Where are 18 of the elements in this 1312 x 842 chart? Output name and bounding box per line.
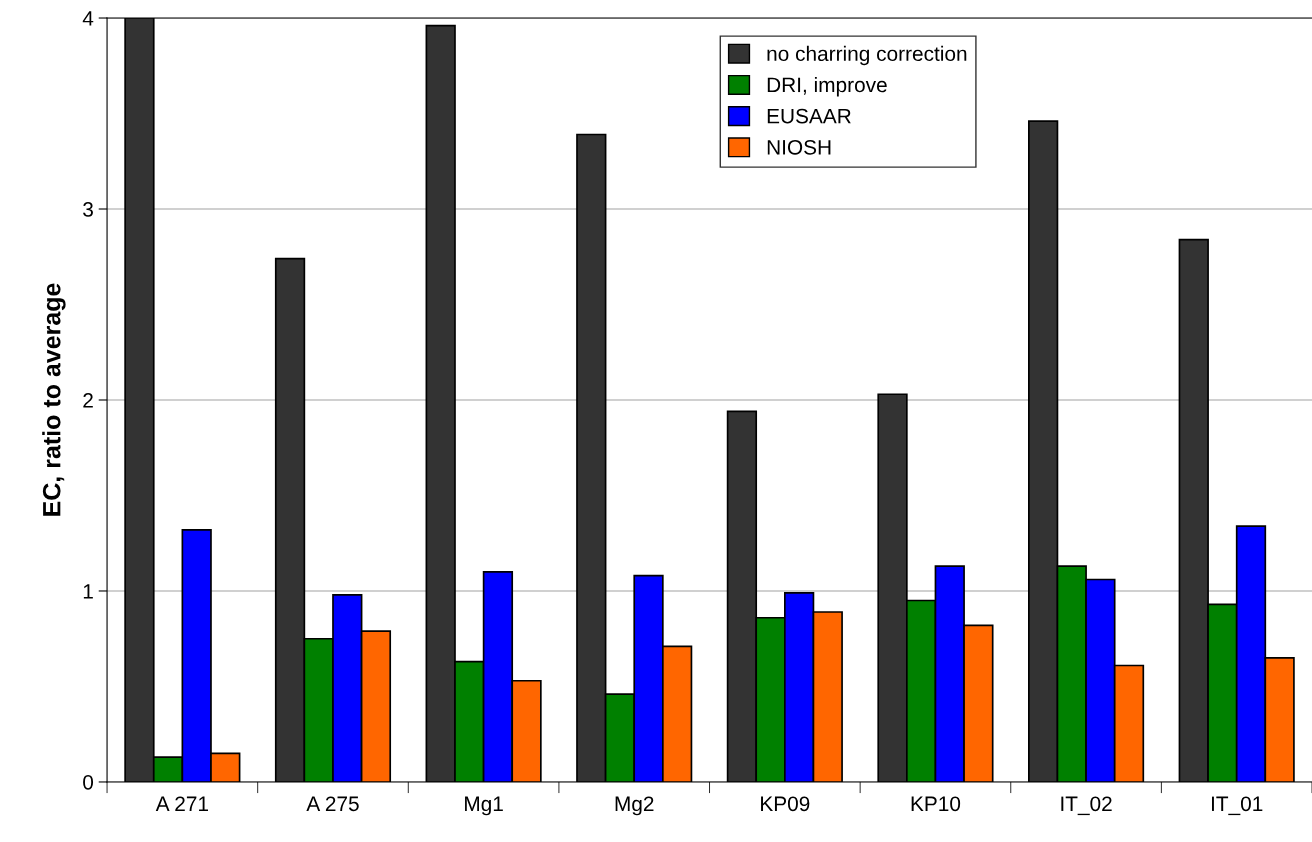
y-tick-label: 4 bbox=[82, 11, 94, 26]
legend-label: no charring correction bbox=[767, 45, 967, 66]
x-tick-label: Mg1 bbox=[465, 796, 503, 816]
x-tick-label: IT_01 bbox=[1211, 796, 1263, 816]
legend-label: NIOSH bbox=[767, 139, 831, 155]
legend-label: EUSAAR bbox=[767, 108, 851, 124]
y-tick-label: 2 bbox=[83, 392, 93, 408]
y-axis-title: EC, ratio to average bbox=[42, 283, 66, 516]
x-tick-label: IT_02 bbox=[1061, 796, 1112, 816]
y-tick-label: 1 bbox=[83, 584, 93, 599]
legend-label: DRI, improve bbox=[767, 76, 887, 97]
x-tick-label: A 275 bbox=[306, 796, 359, 812]
x-tick-label: Mg2 bbox=[615, 796, 654, 816]
y-tick-label: 3 bbox=[83, 202, 93, 217]
y-tick-label: 0 bbox=[83, 774, 94, 790]
x-tick-label: KP10 bbox=[911, 796, 961, 812]
x-tick-label: KP09 bbox=[761, 796, 810, 812]
x-tick-label: A 271 bbox=[155, 796, 208, 811]
